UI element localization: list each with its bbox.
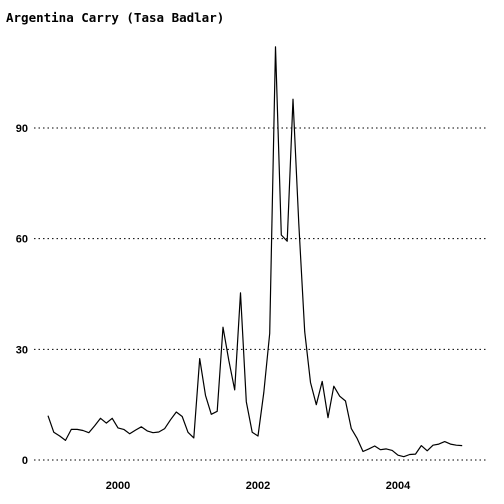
x-tick-label: 2000 [106,480,130,492]
y-tick-label: 0 [22,455,28,467]
x-tick-label: 2004 [386,480,411,492]
gridlines [34,127,488,461]
y-tick-label: 90 [16,123,28,135]
y-axis-tick-labels: 0 30 60 90 [16,123,28,467]
x-axis-tick-labels: 2000 2002 2004 [106,480,411,492]
y-tick-label: 30 [16,344,28,356]
x-tick-label: 2002 [246,480,270,492]
series-layer [47,46,463,458]
series-line-0 [47,46,463,458]
chart-title: Argentina Carry (Tasa Badlar) [6,10,225,25]
y-tick-label: 60 [16,234,28,246]
